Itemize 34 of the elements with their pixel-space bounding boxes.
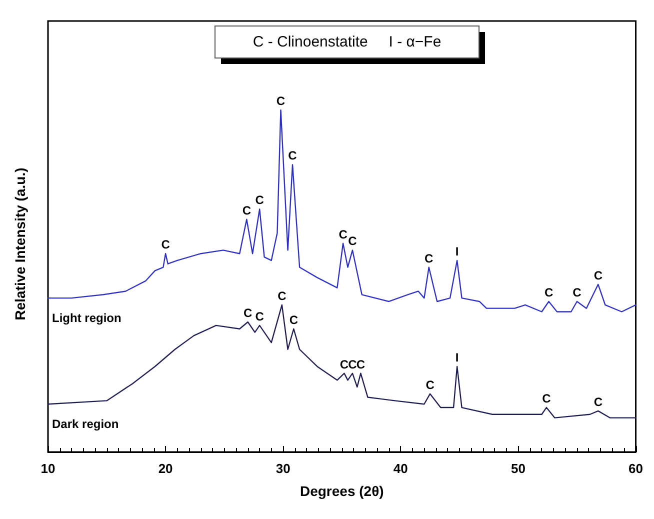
annotation: C	[542, 392, 552, 406]
annotation: C	[356, 357, 366, 372]
annotation: C	[255, 309, 264, 324]
annotation: C	[244, 306, 253, 320]
annotation: C	[278, 288, 287, 303]
annotation: C	[424, 251, 434, 266]
text: C - Clinoenstatite I - α−Fe	[252, 34, 442, 50]
annotation: C	[276, 94, 286, 108]
annotation: C	[340, 357, 349, 372]
annotation: C	[594, 268, 603, 282]
annotation: C	[348, 234, 358, 248]
annotation: C	[594, 394, 603, 409]
annotation: C	[289, 312, 298, 327]
annotation: C	[255, 193, 264, 208]
annotation: C	[348, 357, 358, 372]
y-axis-title: Relative Intensity (a.u.)	[12, 168, 28, 320]
annotation: C	[572, 285, 582, 300]
annotation: C	[242, 203, 252, 218]
x-tick-label: 30	[276, 461, 290, 476]
x-tick-label: 20	[158, 461, 173, 476]
annotation: C	[426, 378, 435, 392]
annotation: I	[455, 244, 459, 258]
x-tick-label: 60	[628, 461, 644, 476]
series-label: Dark region	[52, 417, 119, 432]
series-label: Light region	[52, 311, 122, 326]
x-tick-label: 50	[510, 461, 526, 476]
annotation: C	[288, 148, 298, 163]
x-tick-label: 40	[393, 461, 408, 476]
x-axis-title: Degrees (2θ)	[300, 483, 384, 499]
x-tick-label: 10	[40, 461, 56, 476]
annotation: C	[161, 238, 170, 252]
annotation: C	[544, 285, 554, 300]
annotation: C	[338, 227, 348, 242]
annotation: I	[455, 350, 459, 364]
